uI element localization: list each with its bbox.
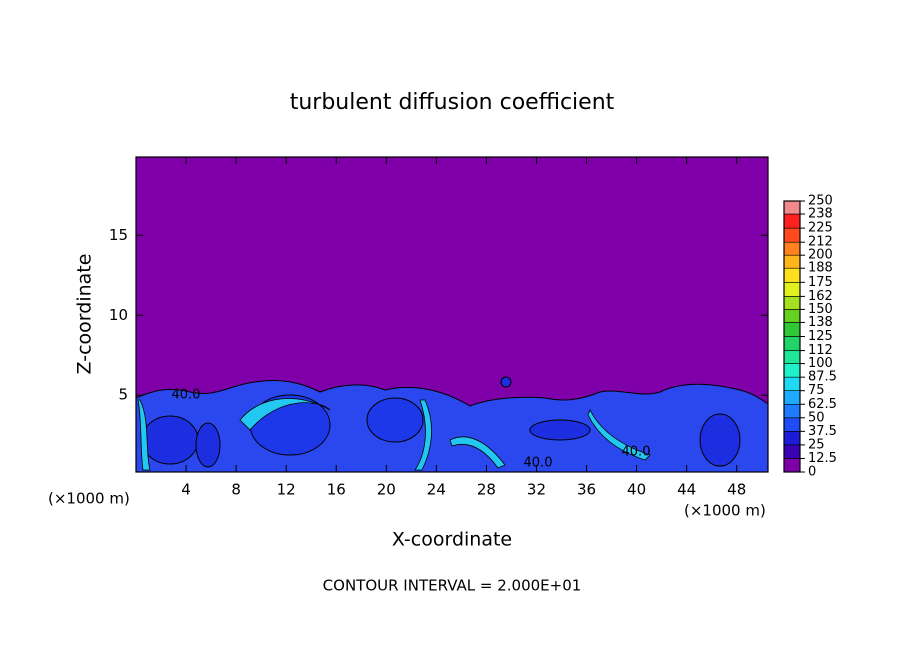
colorbar-bin [783, 267, 801, 283]
colorbar-bin [783, 296, 801, 310]
x-tick-label: 28 [477, 481, 496, 499]
x-unit-label: (×1000 m) [684, 502, 766, 520]
colorbar-label: 250 [808, 194, 833, 209]
x-tick-label: 24 [427, 481, 446, 499]
colorbar-label: 238 [808, 207, 833, 222]
y-tick-label: 10 [109, 306, 128, 324]
x-tick-label: 44 [677, 481, 696, 499]
contour-label: 40.0 [524, 456, 553, 471]
x-tick-label: 20 [377, 481, 396, 499]
colorbar-bin [783, 350, 801, 364]
colorbar-label: 50 [808, 410, 825, 425]
colorbar-bin [783, 213, 801, 229]
colorbar-bin [783, 227, 801, 243]
chart-title: turbulent diffusion coefficient [290, 90, 615, 115]
x-tick-label: 32 [527, 481, 546, 499]
colorbar-label: 125 [808, 329, 833, 344]
colorbar-label: 62.5 [808, 397, 837, 412]
colorbar-label: 112 [808, 343, 833, 358]
x-tick-label: 12 [277, 481, 296, 499]
contour-label: 40.0 [622, 445, 651, 460]
colorbar-label: 100 [808, 356, 833, 371]
x-unit-label: (×1000 m) [48, 490, 130, 508]
x-tick-label: 48 [727, 481, 746, 499]
x-tick-label: 36 [577, 481, 596, 499]
field-blob [366, 397, 424, 443]
x-tick-label: 40 [627, 481, 646, 499]
field-blob [195, 422, 221, 468]
contour-label: 40.0 [172, 388, 201, 403]
colorbar-label: 138 [808, 315, 833, 330]
colorbar-label: 200 [808, 248, 833, 263]
y-tick-label: 5 [118, 386, 128, 404]
colorbar-label: 175 [808, 275, 833, 290]
y-axis-label: Z-coordinate [74, 254, 96, 375]
field [136, 157, 768, 472]
colorbar-bin [783, 444, 801, 459]
field-streak [137, 398, 651, 471]
colorbar-label: 162 [808, 289, 833, 304]
x-axis-label: X-coordinate [392, 529, 512, 551]
colorbar-bin [783, 241, 801, 256]
x-tick-label: 16 [327, 481, 346, 499]
colorbar-bin [783, 281, 801, 297]
colorbar-bin [783, 200, 801, 215]
field-blob [500, 376, 512, 388]
colorbar-bin [783, 363, 801, 378]
plot-frame [135, 156, 769, 473]
colorbar-bin [783, 390, 801, 405]
colorbar-bin [783, 309, 801, 323]
colorbar-bin [783, 458, 801, 473]
colorbar-label: 75 [808, 383, 825, 398]
colorbar-label: 225 [808, 221, 833, 236]
field-blob [141, 415, 199, 465]
colorbar-label: 212 [808, 235, 833, 250]
colorbar-label: 37.5 [808, 424, 837, 439]
colorbar-bin [783, 417, 801, 432]
x-tick-label: 4 [181, 481, 191, 499]
colorbar-bin [783, 376, 801, 391]
colorbar-bin [783, 431, 801, 446]
colorbar-bin [783, 403, 801, 419]
footer: CONTOUR INTERVAL = 2.000E+01 [323, 577, 582, 595]
colorbar-label: 0 [808, 465, 816, 480]
colorbar-label: 150 [808, 302, 833, 317]
colorbar-label: 188 [808, 261, 833, 276]
field-blob [699, 413, 741, 467]
field-blob [529, 419, 591, 441]
colorbar-label: 87.5 [808, 370, 837, 385]
colorbar-label: 12.5 [808, 451, 837, 466]
colorbar-bin [783, 336, 801, 351]
y-tick-label: 15 [109, 226, 128, 244]
colorbar-label: 25 [808, 437, 825, 452]
colorbar-bin [783, 254, 801, 269]
x-tick-label: 8 [231, 481, 241, 499]
colorbar-bin [783, 322, 801, 337]
